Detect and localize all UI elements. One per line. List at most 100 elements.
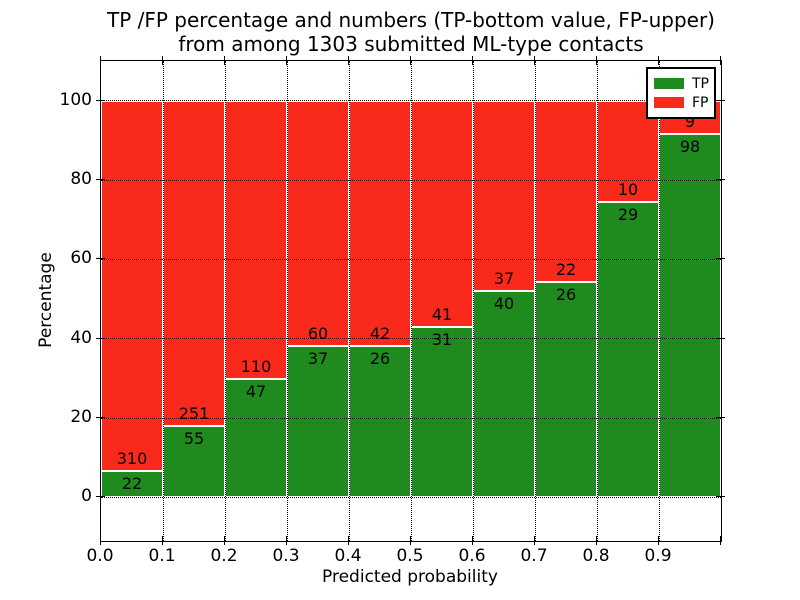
y-tick-mark (96, 496, 105, 498)
tp-bar-segment (659, 134, 721, 498)
y-axis-label: Percentage (36, 252, 56, 348)
y-tick-mark (716, 99, 725, 101)
x-tick-label: 0.8 (582, 546, 610, 566)
gridline-vertical (410, 61, 412, 541)
legend-item-tp: TP (654, 75, 709, 92)
tp-count-label: 26 (369, 348, 391, 368)
x-tick-mark (720, 536, 721, 545)
x-tick-label: 0.9 (644, 546, 672, 566)
fp-count-label: 42 (369, 323, 391, 343)
fp-count-label: 60 (307, 324, 329, 344)
legend-item-fp: FP (654, 94, 709, 111)
x-tick-mark (596, 56, 597, 65)
x-tick-label: 0.1 (148, 546, 176, 566)
y-tick-label: 40 (70, 327, 92, 348)
fp-bar-segment (163, 100, 225, 427)
x-tick-label: 0.5 (396, 546, 424, 566)
tp-count-label: 26 (555, 285, 577, 305)
x-tick-label: 0.0 (86, 546, 114, 566)
x-tick-mark (162, 56, 163, 65)
x-tick-mark (224, 56, 225, 65)
tp-bar-segment (349, 345, 411, 498)
chart-title-line2: from among 1303 submitted ML-type contac… (178, 32, 644, 56)
gridline-vertical (472, 61, 474, 541)
y-tick-label: 20 (70, 407, 92, 428)
x-tick-mark (162, 536, 163, 545)
tp-count-label: 37 (307, 349, 329, 369)
x-tick-label: 0.3 (272, 546, 300, 566)
tp-bar-segment (287, 346, 349, 498)
chart-title: TP /FP percentage and numbers (TP-bottom… (20, 8, 800, 56)
fp-bar-segment (349, 100, 411, 346)
x-tick-mark (224, 536, 225, 545)
x-tick-mark (410, 56, 411, 65)
y-tick-label: 80 (70, 169, 92, 189)
x-tick-label: 0.2 (210, 546, 238, 566)
tp-bar-segment (597, 202, 659, 498)
fp-count-label: 41 (431, 304, 453, 324)
chart-title-line1: TP /FP percentage and numbers (TP-bottom… (107, 8, 715, 32)
x-tick-mark (100, 536, 101, 545)
y-tick-mark (716, 337, 725, 339)
tp-color-swatch (654, 78, 684, 89)
y-tick-label: 60 (70, 248, 92, 269)
y-tick-label: 0 (81, 486, 92, 507)
tp-count-label: 47 (245, 381, 267, 401)
x-tick-mark (100, 56, 101, 65)
fp-count-label: 22 (555, 260, 577, 280)
fp-bar-segment (287, 100, 349, 347)
y-tick-mark (96, 179, 105, 180)
fp-count-label: 10 (617, 180, 639, 200)
fp-count-label: 251 (178, 404, 210, 424)
gridline-vertical (534, 61, 536, 541)
y-tick-mark (96, 417, 105, 419)
x-tick-label: 0.4 (334, 546, 362, 566)
x-tick-label: 0.6 (458, 546, 486, 566)
fp-bar-segment (535, 100, 597, 283)
y-tick-mark (716, 258, 725, 260)
y-tick-mark (96, 258, 105, 260)
fp-bar-segment (473, 100, 535, 292)
x-axis-label: Predicted probability (322, 567, 498, 587)
tp-count-label: 22 (121, 474, 143, 494)
y-tick-mark (716, 179, 725, 180)
y-tick-mark (96, 337, 105, 339)
legend: TP FP (646, 67, 716, 119)
tp-count-label: 31 (431, 329, 453, 349)
x-tick-label: 0.7 (520, 546, 548, 566)
x-tick-mark (472, 536, 473, 545)
gridline-vertical (658, 61, 660, 541)
tp-bar-segment (225, 378, 287, 498)
tp-bar-segment (101, 471, 163, 498)
x-tick-mark (472, 56, 473, 65)
tp-count-label: 40 (493, 294, 515, 314)
gridline-vertical (286, 61, 288, 541)
gridline-vertical (596, 61, 598, 541)
y-tick-label: 100 (59, 89, 92, 110)
x-tick-mark (658, 56, 659, 65)
fp-bar-segment (225, 100, 287, 379)
gridline-vertical (224, 61, 226, 541)
x-tick-mark (410, 536, 411, 545)
tp-bar-segment (535, 282, 597, 498)
fp-color-swatch (654, 97, 684, 108)
x-tick-mark (720, 56, 721, 65)
x-tick-mark (286, 536, 287, 545)
fp-count-label: 110 (240, 356, 272, 376)
tp-bar-segment (163, 426, 225, 498)
x-tick-mark (348, 536, 349, 545)
y-tick-mark (96, 99, 105, 101)
tp-count-label: 29 (617, 205, 639, 225)
x-tick-mark (286, 56, 287, 65)
tp-count-label: 98 (679, 137, 701, 157)
x-tick-mark (534, 56, 535, 65)
fp-bar-segment (101, 100, 163, 472)
x-tick-mark (534, 536, 535, 545)
x-tick-mark (596, 536, 597, 545)
fp-count-label: 9 (684, 112, 696, 132)
x-tick-mark (348, 56, 349, 65)
plot-area: 22 310 55 251 47 110 37 60 26 42 31 41 40 37 26 22 29 10 9… (100, 60, 722, 542)
fp-bar-segment (411, 100, 473, 327)
tp-bar-segment (473, 291, 535, 498)
